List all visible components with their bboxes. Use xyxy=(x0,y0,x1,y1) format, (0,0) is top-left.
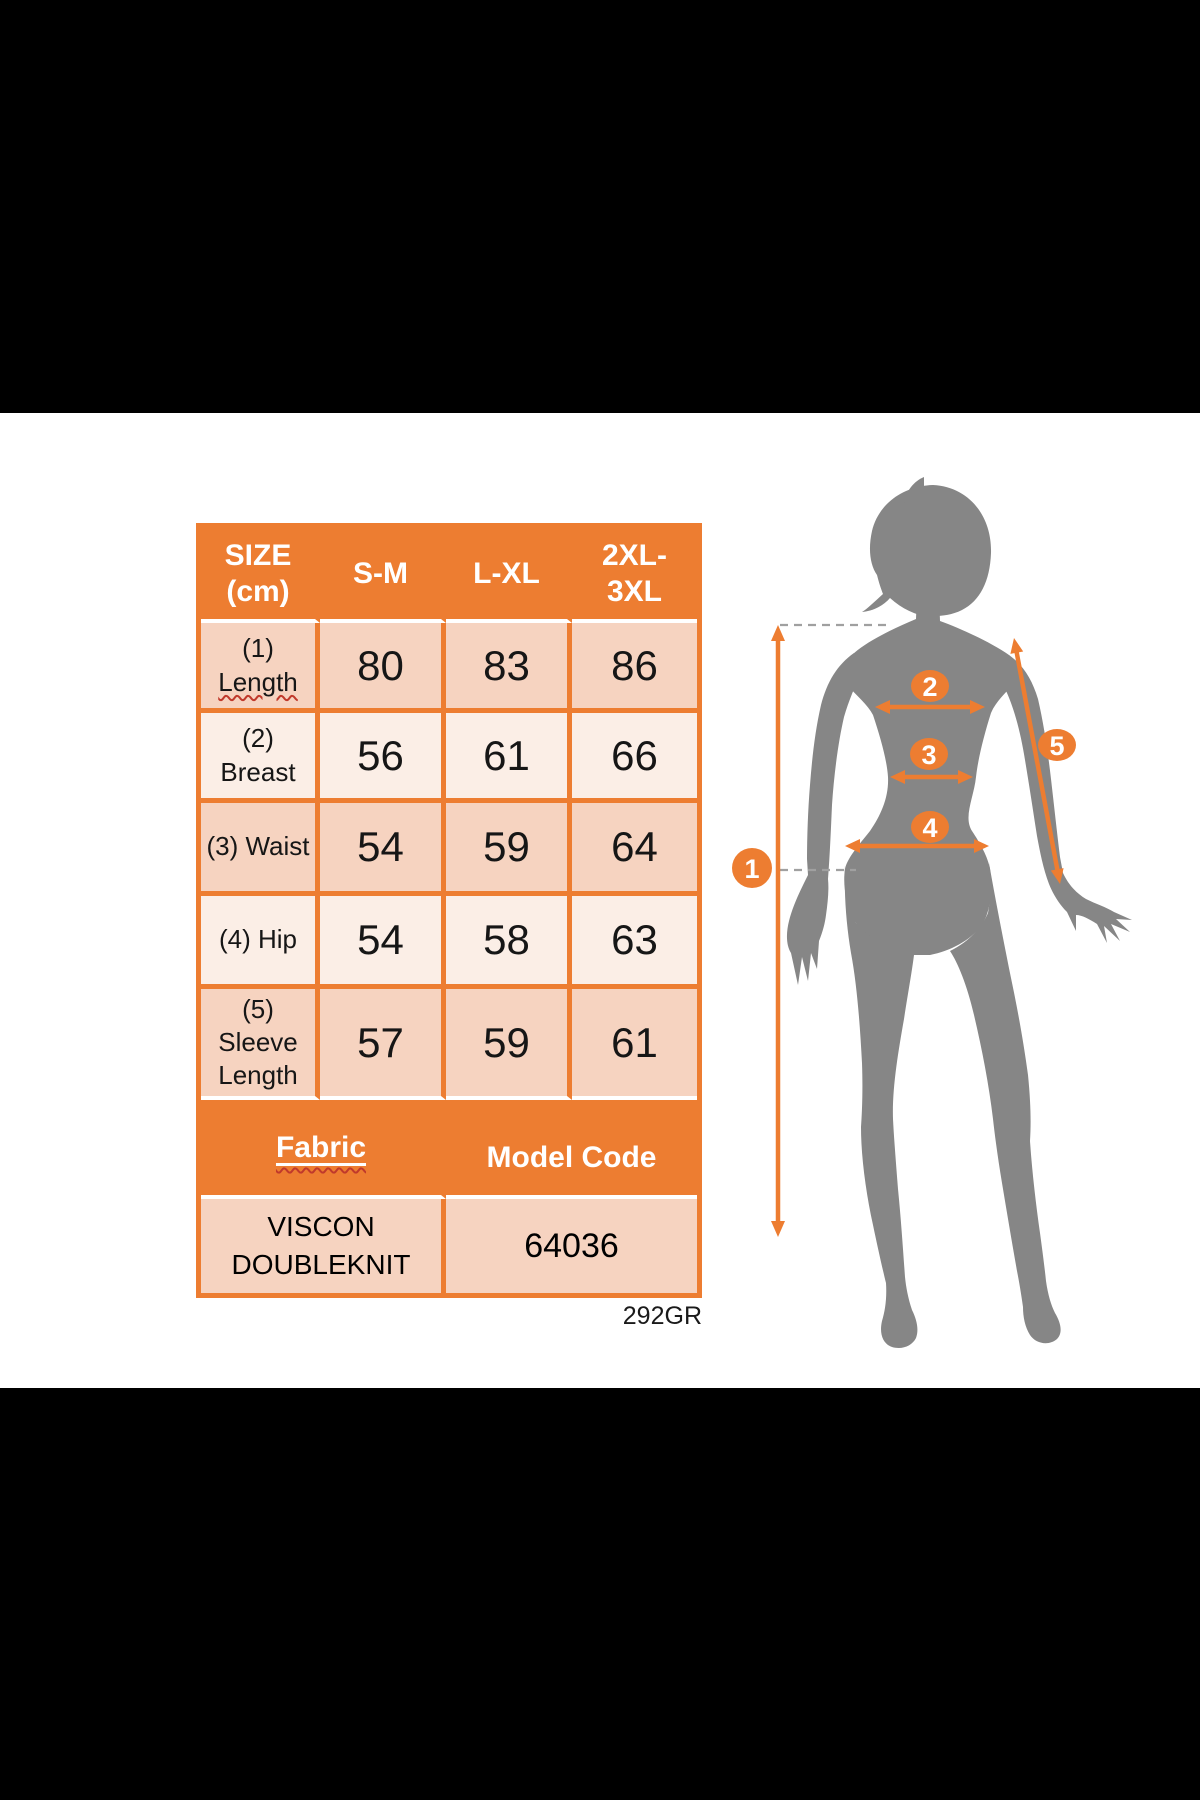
breast-badge: 2 xyxy=(911,670,949,702)
sleeve-arrow xyxy=(1010,638,1064,884)
row-label-sleeve-length: (5) Sleeve Length xyxy=(201,989,320,1100)
fabric-value-cell: VISCON DOUBLEKNIT xyxy=(201,1199,446,1293)
value-breast-2xl-3xl: 66 xyxy=(572,713,697,803)
row-label-breast: (2) Breast xyxy=(201,713,320,803)
value-length-l-xl: 83 xyxy=(446,623,572,713)
top-letterbox-bar xyxy=(0,0,1200,413)
silhouette-left-arm xyxy=(786,653,861,985)
svg-text:4: 4 xyxy=(922,813,937,843)
value-sleeve-s-m: 57 xyxy=(320,989,446,1100)
column-header-s-m-label: S-M xyxy=(353,556,408,590)
value-waist-s-m: 54 xyxy=(320,803,446,896)
value-sleeve-l-xl: 59 xyxy=(446,989,572,1100)
hip-badge: 4 xyxy=(911,811,949,843)
breast-arrow xyxy=(875,700,985,714)
column-header-l-xl: L-XL xyxy=(446,528,572,623)
svg-text:3: 3 xyxy=(921,740,936,770)
row-label-waist: (3) Waist xyxy=(201,803,320,896)
silhouette-hair-flick xyxy=(904,477,924,503)
column-header-s-m: S-M xyxy=(320,528,446,623)
length-arrow xyxy=(771,625,785,1237)
size-header-line2: (cm) xyxy=(226,574,290,608)
value-hip-2xl-3xl: 63 xyxy=(572,896,697,989)
fabric-value-line2: DOUBLEKNIT xyxy=(231,1249,411,1280)
model-code-header-label: Model Code xyxy=(486,1141,657,1174)
body-measurement-diagram: 1 2 3 4 5 xyxy=(732,477,1132,1348)
sleeve-badge: 5 xyxy=(1038,729,1076,761)
column-header-2xl-line1: 2XL- xyxy=(601,539,667,573)
svg-text:5: 5 xyxy=(1049,731,1064,761)
fabric-weight-note: 292GR xyxy=(622,1302,702,1330)
silhouette-head xyxy=(862,485,992,617)
waist-badge: 3 xyxy=(910,738,948,770)
value-waist-2xl-3xl: 64 xyxy=(572,803,697,896)
hip-arrow xyxy=(845,839,989,853)
silhouette-left-leg xyxy=(844,865,918,1348)
female-silhouette xyxy=(786,477,1132,1348)
value-hip-l-xl: 58 xyxy=(446,896,572,989)
value-hip-s-m: 54 xyxy=(320,896,446,989)
bottom-letterbox-bar xyxy=(0,1388,1200,1800)
value-length-s-m: 80 xyxy=(320,623,446,713)
column-header-2xl-3xl: 2XL- 3XL xyxy=(572,528,697,623)
fabric-header-label: Fabric xyxy=(275,1130,367,1164)
row1-number: (1) xyxy=(242,633,274,664)
value-length-2xl-3xl: 86 xyxy=(572,623,697,713)
silhouette-right-arm xyxy=(991,655,1132,943)
model-code-value-cell: 64036 xyxy=(446,1199,697,1293)
column-header-2xl-line2: 3XL xyxy=(606,574,663,608)
silhouette-right-leg xyxy=(950,863,1061,1344)
row1-word: Length xyxy=(218,666,298,697)
row-label-hip: (4) Hip xyxy=(201,896,320,989)
length-badge: 1 xyxy=(732,848,772,888)
waist-arrow xyxy=(890,770,973,784)
value-breast-l-xl: 61 xyxy=(446,713,572,803)
svg-text:1: 1 xyxy=(744,854,759,884)
size-chart-table: SIZE (cm) S-M L-XL 2XL- 3XL (1) Length 8… xyxy=(196,523,702,1298)
size-header-line1: SIZE xyxy=(224,539,292,573)
column-header-l-xl-label: L-XL xyxy=(473,556,540,590)
value-breast-s-m: 56 xyxy=(320,713,446,803)
fabric-value-line1: VISCON xyxy=(267,1211,375,1243)
value-waist-l-xl: 59 xyxy=(446,803,572,896)
row-label-length: (1) Length xyxy=(201,623,320,713)
value-sleeve-2xl-3xl: 61 xyxy=(572,989,697,1100)
model-code-header-cell: Model Code xyxy=(446,1100,697,1199)
size-unit-header-cell: SIZE (cm) xyxy=(201,528,320,623)
fabric-header-cell: Fabric xyxy=(201,1100,446,1199)
svg-text:2: 2 xyxy=(922,672,937,702)
